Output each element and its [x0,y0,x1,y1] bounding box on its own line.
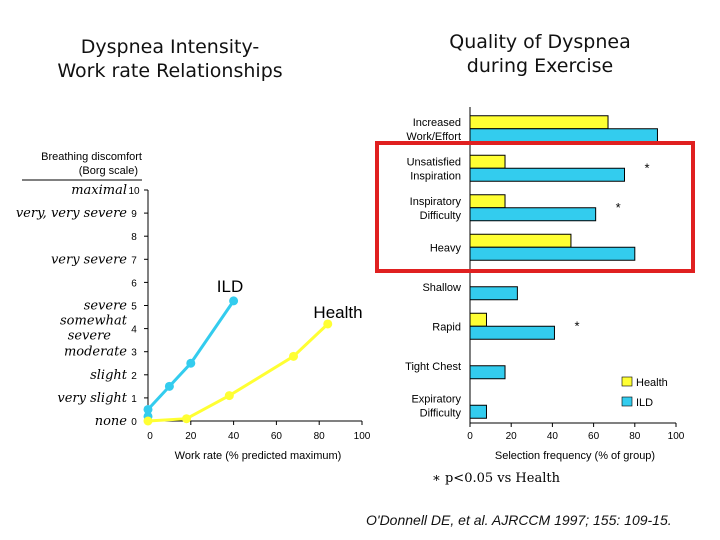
left-chart-title: Dyspnea Intensity- Work rate Relationshi… [57,36,283,82]
right-xlabel: Selection frequency (% of group) [495,450,655,462]
right-bar-chart: 0 20 40 60 80 100 Increased Work/Effort Unsatisf… [405,107,685,442]
data-point-ild [229,296,239,306]
borg-descriptor-line: somewhat [60,314,128,329]
category-label: Shallow [422,282,461,294]
bar-health [469,194,506,209]
borg-descriptor-label: severe [84,299,128,314]
left-y-tick-label: 2 [131,371,137,382]
category-label: Rapid [432,321,461,333]
left-xlabel: Work rate (% predicted maximum) [175,450,342,462]
right-x-tick-label: 100 [668,431,685,442]
left-y-tick-label: 3 [131,348,137,359]
category-label-line: Difficulty [420,210,462,222]
significance-star: ∗ [432,471,441,486]
left-x-tick-label: 0 [147,431,153,442]
left-y-tick-label: 4 [131,325,137,336]
left-y-tick-label: 0 [131,417,137,428]
citation: O'Donnell DE, et al. AJRCCM 1997; 155: 1… [366,512,672,528]
category-label: Expiratory Difficulty [411,393,461,419]
bar-ild [469,325,555,340]
left-x-tick-label: 40 [228,431,240,442]
borg-descriptor-label: moderate [64,345,127,360]
left-x-tick-label: 20 [185,431,197,442]
legend-swatch-health [621,376,633,387]
bar-ild [469,167,625,182]
right-x-tick-label: 80 [629,431,641,442]
borg-descriptor-label: maximal [71,183,127,198]
borg-descriptor-label: very slight [57,391,127,406]
left-y-tick-label: 7 [131,255,137,266]
category-label: Tight Chest [405,361,461,373]
bar-health [469,115,609,130]
borg-descriptor-label: none [95,414,128,429]
left-y-tick-label: 10 [128,186,140,197]
highlight-box [375,141,695,273]
category-label-line: Increased [413,117,461,129]
bar-health [469,233,572,248]
category-label: Heavy [430,242,462,254]
bar-ild [469,404,487,419]
left-y-tick-label: 1 [131,394,137,405]
bar-ild [469,207,597,222]
bar-ild [469,246,636,261]
data-point-ild [186,358,196,368]
data-point-health [224,391,234,401]
data-point-health [289,351,299,361]
borg-descriptor-line: severe [68,329,112,344]
borg-descriptor-label: somewhat severe [60,314,128,344]
right-x-tick-label: 60 [588,431,600,442]
right-chart-title: Quality of Dyspnea during Exercise [449,31,631,77]
series-line-health [147,322,329,423]
category-label: Unsatisfied Inspiration [407,156,461,182]
legend-label-ild: ILD [636,397,653,409]
data-point-ild [164,381,174,391]
left-y-tick-label: 5 [131,302,137,313]
borg-descriptor-label: slight [90,368,128,383]
bar-ild [469,286,518,301]
left-x-tick-label: 80 [314,431,326,442]
significance-text: p<0.05 vs Health [444,471,560,486]
legend-swatch-ild [621,396,633,407]
significance-marker: * [645,160,650,175]
data-point-health [182,414,192,424]
significance-marker: * [616,200,621,215]
bar-ild [469,128,658,143]
data-point-health [143,416,153,426]
borg-descriptor-label: very severe [51,252,127,267]
significance-footnote: ∗ p<0.05 vs Health [432,471,560,486]
category-label-line: Unsatisfied [407,156,461,168]
category-label: Increased Work/Effort [406,117,461,143]
category-label: Inspiratory Difficulty [410,196,462,222]
series-label-health: Health [313,303,362,322]
data-point-health [323,319,333,329]
category-label-line: Work/Effort [406,131,461,143]
legend-label-health: Health [636,377,668,389]
series-label-ild: ILD [217,277,243,296]
category-label-line: Difficulty [420,407,462,419]
left-ylabel-line1: Breathing discomfort (Borg scale) [41,151,142,177]
left-x-tick-label: 60 [271,431,283,442]
category-label-line: Inspiration [410,170,461,182]
left-y-tick-label: 8 [131,232,137,243]
data-point-ild [143,404,153,414]
left-y-tick-label: 9 [131,209,137,220]
bar-health [469,312,487,327]
right-x-tick-label: 0 [467,431,473,442]
left-y-tick-label: 6 [131,278,137,289]
bar-health [469,154,506,169]
left-x-tick-label: 100 [354,431,371,442]
borg-descriptor-label: very, very severe [16,206,127,221]
category-label-line: Expiratory [411,393,461,405]
bar-ild [469,365,506,380]
right-x-tick-label: 20 [506,431,518,442]
significance-marker: * [574,318,579,333]
category-label-line: Inspiratory [410,196,462,208]
right-x-tick-label: 40 [547,431,559,442]
